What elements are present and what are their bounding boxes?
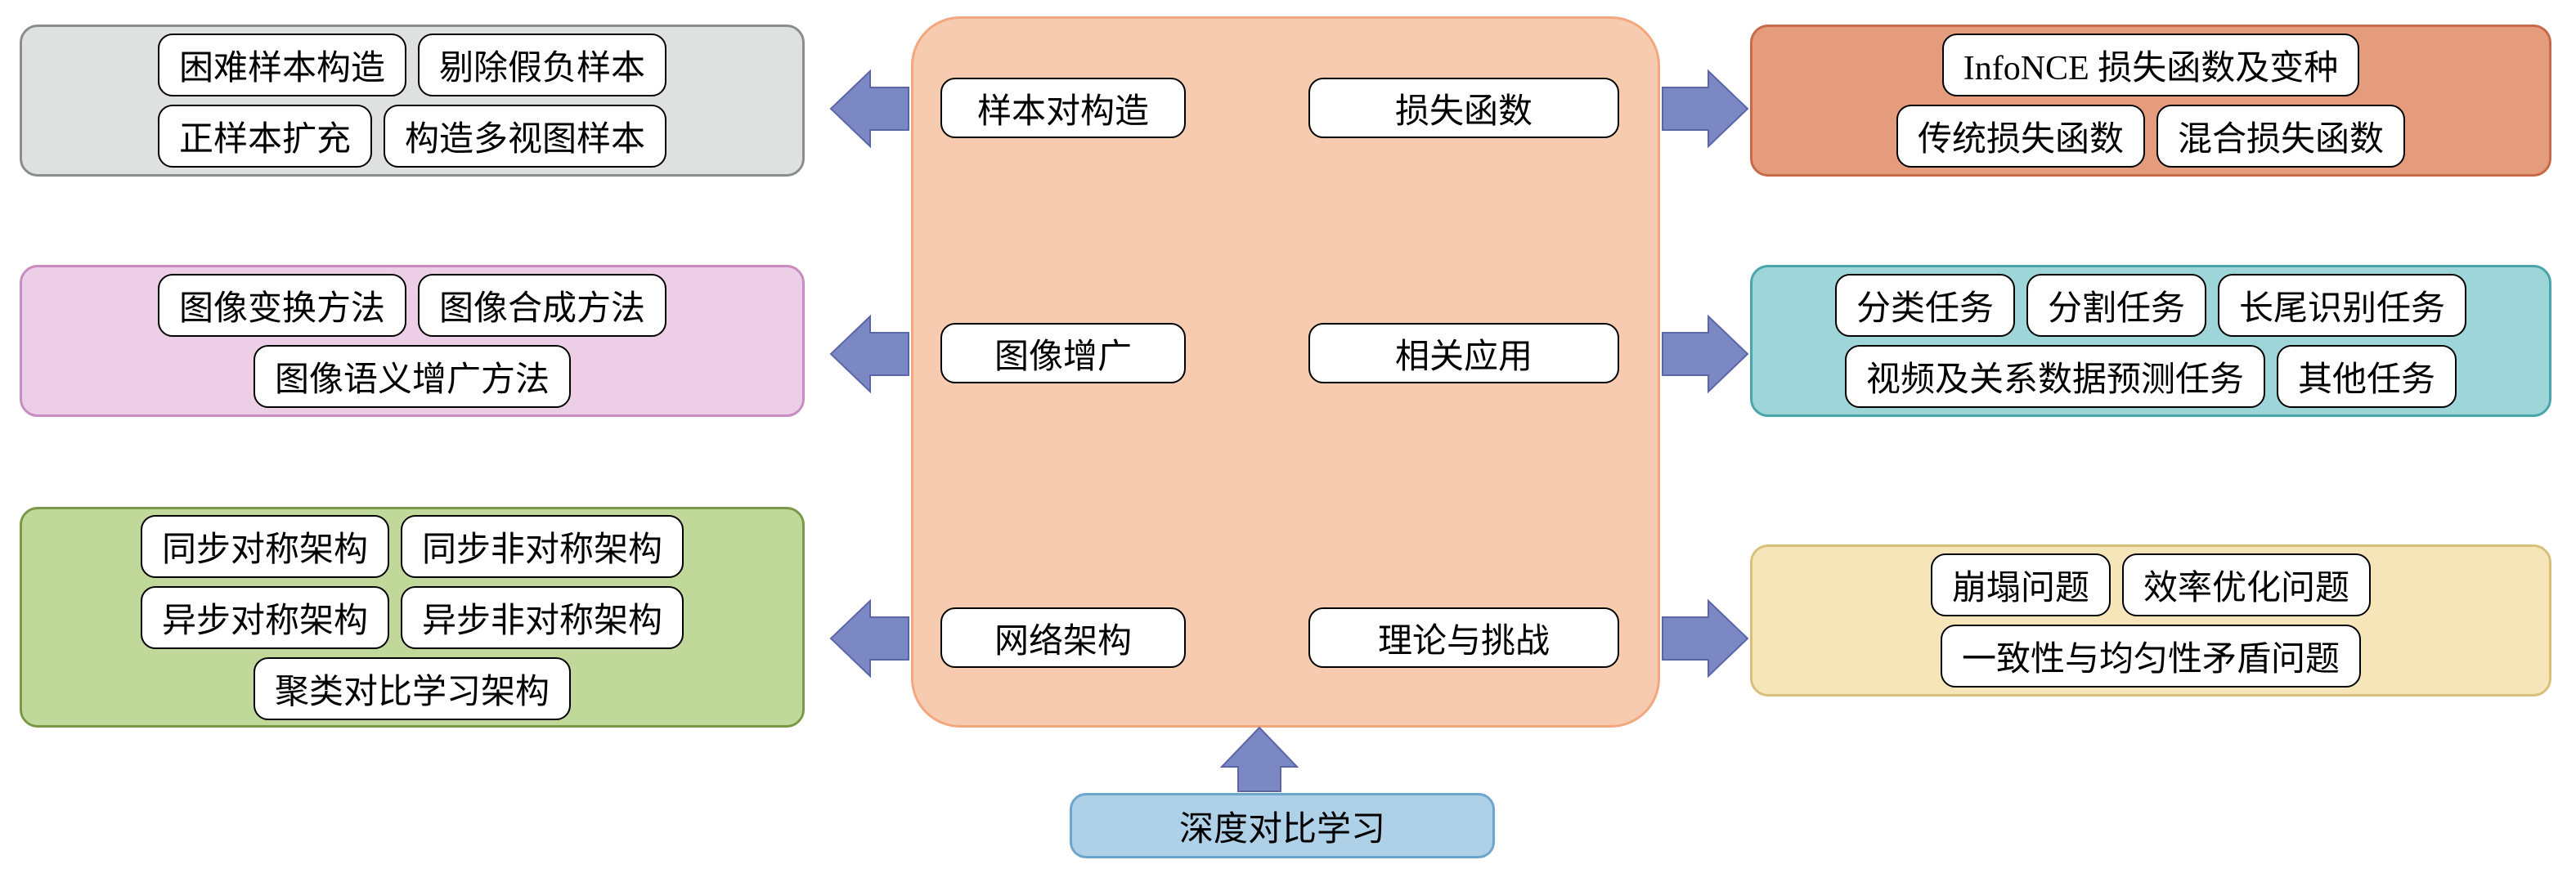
leaf-node: 其他任务 bbox=[2277, 345, 2457, 408]
panel-row: InfoNCE 损失函数及变种 bbox=[1761, 34, 2541, 96]
leaf-node: 构造多视图样本 bbox=[384, 105, 666, 168]
leaf-node: InfoNCE 损失函数及变种 bbox=[1942, 34, 2359, 96]
branch-applications: 相关应用 bbox=[1308, 323, 1619, 383]
branch-sample-pair: 样本对构造 bbox=[940, 78, 1186, 138]
leaf-node: 困难样本构造 bbox=[158, 34, 406, 96]
panel-row: 图像变换方法图像合成方法 bbox=[30, 274, 794, 337]
panel-row: 同步对称架构同步非对称架构 bbox=[30, 515, 794, 578]
root-label: 深度对比学习 bbox=[1179, 801, 1385, 851]
branch-label: 损失函数 bbox=[1395, 83, 1533, 133]
panel-row: 传统损失函数混合损失函数 bbox=[1761, 105, 2541, 168]
branch-label: 网络架构 bbox=[994, 613, 1132, 663]
panel-row: 一致性与均匀性矛盾问题 bbox=[1761, 625, 2541, 688]
branch-label: 图像增广 bbox=[994, 329, 1132, 379]
panel-row: 异步对称架构异步非对称架构 bbox=[30, 586, 794, 649]
branch-loss-fn: 损失函数 bbox=[1308, 78, 1619, 138]
leaf-node: 长尾识别任务 bbox=[2218, 274, 2466, 337]
leaf-node: 正样本扩充 bbox=[158, 105, 372, 168]
panel-theory-challenges: 崩塌问题效率优化问题一致性与均匀性矛盾问题 bbox=[1750, 544, 2551, 697]
panel-applications: 分类任务分割任务长尾识别任务视频及关系数据预测任务其他任务 bbox=[1750, 265, 2551, 417]
panel-image-aug: 图像变换方法图像合成方法图像语义增广方法 bbox=[20, 265, 805, 417]
leaf-node: 聚类对比学习架构 bbox=[254, 657, 571, 720]
panel-row: 聚类对比学习架构 bbox=[30, 657, 794, 720]
leaf-node: 一致性与均匀性矛盾问题 bbox=[1941, 625, 2361, 688]
panel-row: 分类任务分割任务长尾识别任务 bbox=[1761, 274, 2541, 337]
panel-row: 崩塌问题效率优化问题 bbox=[1761, 553, 2541, 616]
branch-label: 相关应用 bbox=[1395, 329, 1533, 379]
leaf-node: 图像语义增广方法 bbox=[254, 345, 571, 408]
leaf-node: 分类任务 bbox=[1835, 274, 2015, 337]
root-node: 深度对比学习 bbox=[1070, 793, 1495, 858]
leaf-node: 传统损失函数 bbox=[1896, 105, 2145, 168]
leaf-node: 分割任务 bbox=[2026, 274, 2206, 337]
leaf-node: 同步对称架构 bbox=[141, 515, 389, 578]
leaf-node: 图像合成方法 bbox=[418, 274, 666, 337]
leaf-node: 视频及关系数据预测任务 bbox=[1845, 345, 2265, 408]
leaf-node: 异步对称架构 bbox=[141, 586, 389, 649]
leaf-node: 效率优化问题 bbox=[2122, 553, 2371, 616]
branch-label: 样本对构造 bbox=[977, 83, 1149, 133]
panel-sample-pair: 困难样本构造剔除假负样本正样本扩充构造多视图样本 bbox=[20, 25, 805, 177]
leaf-node: 同步非对称架构 bbox=[401, 515, 684, 578]
panel-row: 图像语义增广方法 bbox=[30, 345, 794, 408]
branch-theory-challenges: 理论与挑战 bbox=[1308, 607, 1619, 668]
branch-image-aug: 图像增广 bbox=[940, 323, 1186, 383]
leaf-node: 剔除假负样本 bbox=[418, 34, 666, 96]
panel-row: 正样本扩充构造多视图样本 bbox=[30, 105, 794, 168]
leaf-node: 崩塌问题 bbox=[1931, 553, 2111, 616]
leaf-node: 混合损失函数 bbox=[2156, 105, 2405, 168]
panel-loss-fn: InfoNCE 损失函数及变种传统损失函数混合损失函数 bbox=[1750, 25, 2551, 177]
panel-row: 困难样本构造剔除假负样本 bbox=[30, 34, 794, 96]
panel-row: 视频及关系数据预测任务其他任务 bbox=[1761, 345, 2541, 408]
panel-network-arch: 同步对称架构同步非对称架构异步对称架构异步非对称架构聚类对比学习架构 bbox=[20, 507, 805, 728]
leaf-node: 异步非对称架构 bbox=[401, 586, 684, 649]
leaf-node: 图像变换方法 bbox=[158, 274, 406, 337]
branch-network-arch: 网络架构 bbox=[940, 607, 1186, 668]
branch-label: 理论与挑战 bbox=[1378, 613, 1550, 663]
